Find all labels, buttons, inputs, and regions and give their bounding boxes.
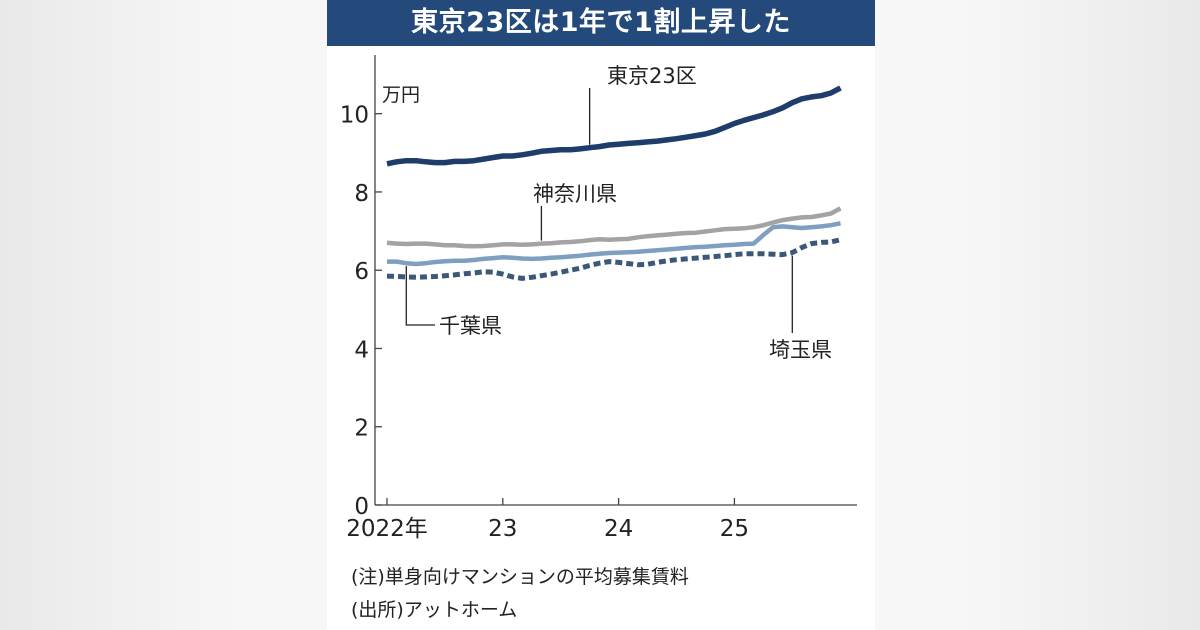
annotation-leader [405, 266, 435, 326]
chart-card: 東京23区は1年で1割上昇した 0 2 4 6 8 10 万円 2022年 23 24 25 東京23… [327, 0, 875, 630]
x-tick-label: 25 [720, 516, 749, 542]
series-label: 埼玉県 [769, 338, 832, 362]
source-note: (出所)アットホーム [351, 599, 518, 621]
x-tick-label: 24 [604, 516, 633, 542]
series-label: 東京23区 [607, 64, 697, 88]
y-tick-label: 2 [354, 416, 369, 442]
footnote: (注)単身向けマンションの平均募集賃料 [351, 566, 689, 588]
series-label: 神奈川県 [533, 182, 617, 206]
chart-title: 東京23区は1年で1割上昇した [327, 0, 875, 46]
y-tick-label: 8 [354, 181, 369, 207]
y-tick-label: 10 [340, 103, 369, 129]
series-line-東京23区 [386, 85, 842, 167]
series-label: 千葉県 [439, 314, 502, 338]
y-tick-label: 6 [354, 259, 369, 285]
series-line-神奈川県 [386, 206, 842, 249]
y-axis-unit-label: 万円 [382, 84, 420, 106]
x-tick-label: 23 [488, 516, 517, 542]
y-tick-label: 4 [354, 337, 369, 363]
x-tick-label: 2022年 [346, 516, 428, 542]
y-tick-label: 0 [354, 494, 369, 520]
series-line-千葉県 [387, 221, 841, 267]
